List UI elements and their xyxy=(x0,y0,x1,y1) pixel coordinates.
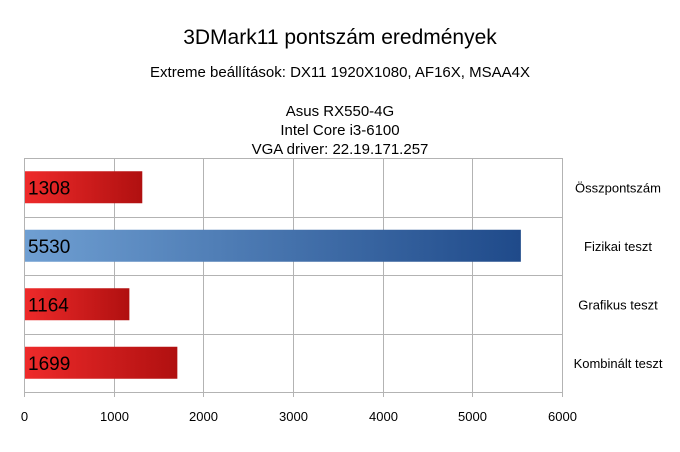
bar xyxy=(25,288,130,321)
category-label: Összpontszám xyxy=(575,180,661,195)
bar xyxy=(25,171,143,204)
chart-info: Asus RX550-4G Intel Core i3-6100 VGA dri… xyxy=(0,102,680,159)
category-label: Fizikai teszt xyxy=(584,239,652,254)
x-tick-label: 1000 xyxy=(100,409,129,424)
data-label: 1308 xyxy=(28,178,70,199)
x-tick-label: 0 xyxy=(21,409,28,424)
x-tick-label: 5000 xyxy=(458,409,487,424)
info-line-cpu: Intel Core i3-6100 xyxy=(280,122,400,139)
category-label: Kombinált teszt xyxy=(574,356,663,371)
chart-title: 3DMark11 pontszám eredmények xyxy=(183,26,497,49)
data-label: 1699 xyxy=(28,354,70,375)
info-line-driver: VGA driver: 22.19.171.257 xyxy=(251,141,429,158)
chart-subtitle: Extreme beállítások: DX11 1920X1080, AF1… xyxy=(150,64,530,81)
category-label: Grafikus teszt xyxy=(578,297,658,312)
x-tick-label: 3000 xyxy=(279,409,308,424)
x-tick-label: 6000 xyxy=(548,409,577,424)
bar xyxy=(25,229,521,262)
data-label: 5530 xyxy=(28,237,70,258)
bar xyxy=(25,346,178,379)
data-label: 1164 xyxy=(28,295,69,316)
info-line-gpu: Asus RX550-4G xyxy=(285,103,395,120)
x-tick-label: 4000 xyxy=(369,409,398,424)
x-tick-label: 2000 xyxy=(189,409,218,424)
